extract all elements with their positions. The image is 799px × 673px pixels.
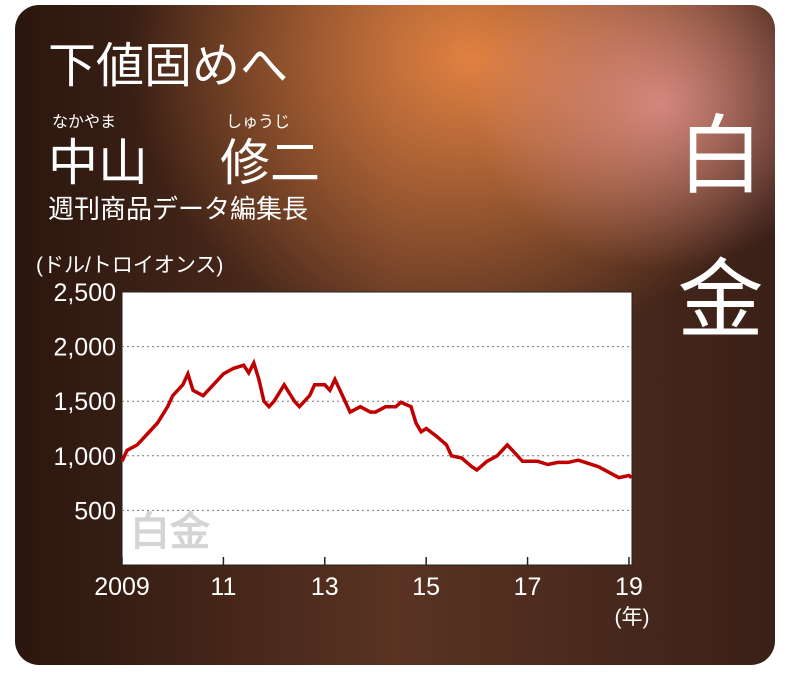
author-reading: なかやま xyxy=(52,113,116,131)
x-tick-label: 15 xyxy=(412,573,440,601)
x-tick-label: 19 xyxy=(615,573,643,601)
author-reading: しゅうじ xyxy=(226,114,290,131)
x-tick-label: 2009 xyxy=(94,573,150,601)
watermark: 白金 xyxy=(130,509,211,554)
y-axis-label: (ドル/トロイオンス) xyxy=(36,254,223,277)
price-line xyxy=(120,358,633,480)
x-tick-label: 17 xyxy=(514,573,542,601)
y-tick-label: 2,000 xyxy=(53,334,116,362)
author-name: 修二 xyxy=(220,135,320,191)
x-axis-label: (年) xyxy=(615,606,650,629)
author-role: 週刊商品データ編集長 xyxy=(48,194,308,224)
x-tick-label: 11 xyxy=(210,573,236,601)
y-tick-label: 1,500 xyxy=(53,388,116,416)
y-tick-label: 500 xyxy=(74,497,116,525)
side-label: 白金 xyxy=(664,110,761,398)
author-name: 中山 xyxy=(48,135,148,191)
title: 下値固めへ xyxy=(48,40,288,93)
x-tick-label: 13 xyxy=(311,573,339,601)
y-tick-label: 1,000 xyxy=(53,443,116,471)
y-tick-label: 2,500 xyxy=(53,279,116,307)
plot-area xyxy=(121,291,633,566)
